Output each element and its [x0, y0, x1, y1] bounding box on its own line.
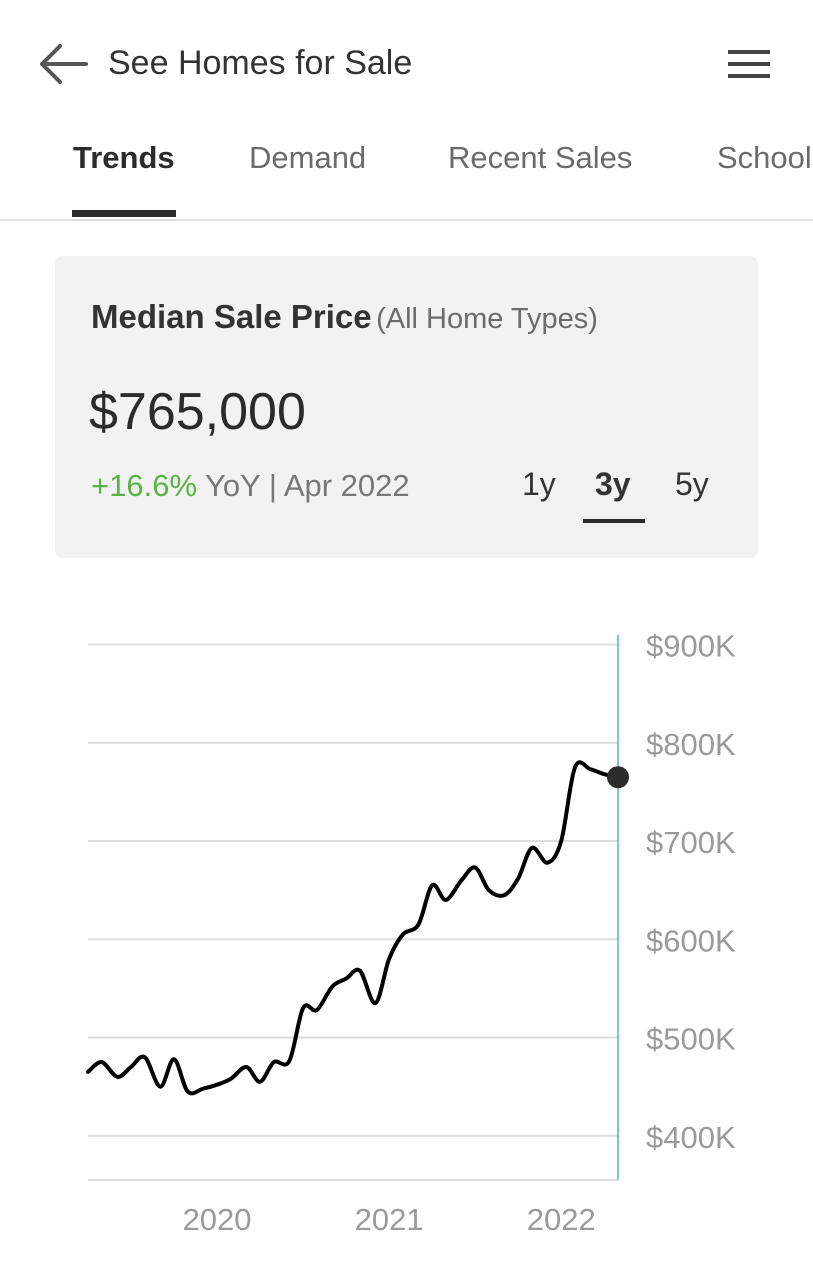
top-bar: See Homes for Sale — [0, 0, 813, 120]
tab-demand[interactable]: Demand — [249, 140, 367, 175]
change-period: YoY | Apr 2022 — [197, 468, 410, 503]
metric-title: Median Sale Price — [91, 298, 372, 335]
median-price-value: $765,000 — [89, 383, 306, 441]
price-trend-chart[interactable]: $900K $800K $700K $600K $500K $400K 2020 2021 2… — [0, 560, 813, 1260]
x-tick-label: 2020 — [183, 1202, 252, 1237]
arrow-left-icon[interactable] — [36, 40, 92, 88]
active-tab-indicator — [72, 210, 176, 217]
x-tick-label: 2021 — [355, 1202, 424, 1237]
y-tick-label: $600K — [646, 923, 736, 958]
x-tick-label: 2022 — [527, 1202, 596, 1237]
see-homes-link[interactable]: See Homes for Sale — [108, 44, 413, 82]
hamburger-menu-icon[interactable] — [726, 46, 772, 82]
change-percent: +16.6% — [91, 468, 198, 503]
y-tick-label: $900K — [646, 629, 736, 664]
y-tick-label: $800K — [646, 727, 736, 762]
tab-recent-sales[interactable]: Recent Sales — [448, 140, 633, 175]
metric-subtitle: (All Home Types) — [376, 303, 598, 335]
y-tick-label: $500K — [646, 1022, 736, 1057]
range-5y-button[interactable]: 5y — [675, 466, 709, 502]
tab-trends[interactable]: Trends — [73, 140, 175, 175]
range-1y-button[interactable]: 1y — [522, 466, 556, 502]
y-tick-label: $400K — [646, 1120, 736, 1155]
y-tick-label: $700K — [646, 825, 736, 860]
tab-schools[interactable]: Schools — [717, 140, 813, 175]
tab-bar: Trends Demand Recent Sales Schools — [0, 120, 813, 221]
summary-card: Median Sale Price (All Home Types) $765,… — [55, 256, 758, 558]
card-title: Median Sale Price (All Home Types) — [91, 298, 598, 336]
range-3y-button[interactable]: 3y — [595, 466, 631, 502]
active-range-indicator — [583, 519, 645, 523]
yoy-change: +16.6% YoY | Apr 2022 — [91, 468, 410, 504]
series-line — [86, 760, 620, 1096]
current-value-point — [607, 766, 629, 789]
